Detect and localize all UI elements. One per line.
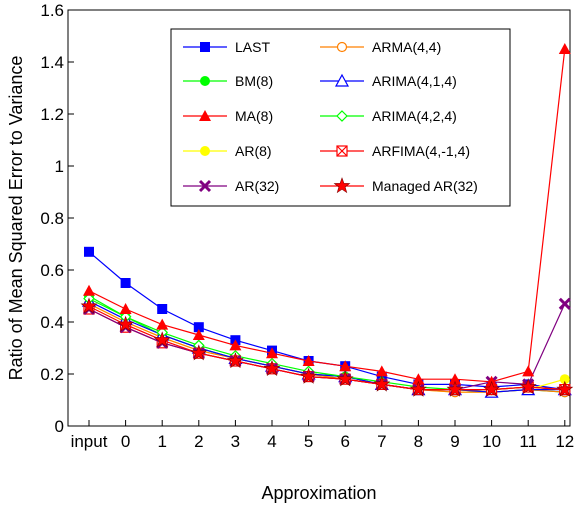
legend-label: LAST	[235, 39, 270, 55]
data-point	[190, 344, 208, 361]
series-layer	[80, 43, 574, 398]
y-tick-label: 0.8	[40, 209, 64, 228]
series-line	[88, 48, 566, 383]
data-point	[120, 278, 131, 288]
data-point	[375, 365, 388, 377]
legend-entry: Managed AR(32)	[320, 177, 478, 194]
legend: LAST BM(8) MA(8) AR(8) AR(32) ARMA(4,4) ARIMA(…	[183, 39, 478, 194]
data-point	[193, 322, 204, 333]
legend-entry: ARIMA(4,2,4)	[320, 108, 457, 124]
data-point	[558, 297, 571, 310]
y-axis: 0 0.2 0.4 0.6 0.8 1 1.2 1.4 1.6	[40, 1, 74, 436]
legend-label: ARIMA(4,1,4)	[372, 73, 457, 89]
legend-entry: LAST	[183, 39, 270, 55]
data-point	[119, 303, 132, 314]
y-tick-label: 0.6	[40, 261, 64, 280]
data-point	[157, 304, 168, 314]
legend-entry: AR(32)	[183, 178, 279, 194]
legend-entry: BM(8)	[183, 73, 273, 89]
data-point	[226, 352, 244, 369]
y-axis-title: Ratio of Mean Squared Error to Variance	[6, 56, 26, 381]
legend-label: ARIMA(4,2,4)	[372, 108, 457, 124]
data-point	[339, 360, 352, 372]
data-point	[263, 359, 281, 376]
x-tick-label: 9	[450, 432, 459, 451]
data-point	[229, 339, 242, 351]
x-tick-label: 1	[157, 432, 166, 451]
series-ma-8-	[83, 43, 571, 387]
x-tick-label: 0	[121, 432, 130, 451]
data-point	[192, 329, 205, 340]
legend-entry: MA(8)	[183, 108, 273, 124]
legend-entry: AR(8)	[183, 143, 272, 159]
legend-marker	[200, 76, 210, 86]
data-point	[336, 370, 354, 387]
data-point	[153, 331, 171, 348]
data-point	[522, 365, 535, 377]
legend-marker	[336, 41, 348, 53]
x-axis: input 0 1 2 3 4 5 6 7 8 9 10 11 12	[71, 420, 574, 451]
legend-marker	[333, 177, 351, 194]
legend-marker	[334, 73, 350, 87]
data-point	[446, 380, 464, 397]
data-point	[156, 318, 169, 330]
legend-marker	[336, 145, 348, 157]
legend-entry: ARMA(4,4)	[320, 39, 441, 55]
y-tick-label: 1.6	[40, 1, 64, 20]
y-tick-label: 1.2	[40, 105, 64, 124]
legend-entry: ARFIMA(4,-1,4)	[320, 143, 470, 159]
data-point	[483, 380, 501, 397]
series-line	[88, 305, 565, 391]
x-tick-label: 8	[414, 432, 423, 451]
legend-marker	[200, 146, 210, 156]
legend-marker	[198, 179, 212, 193]
x-tick-label: 2	[194, 432, 203, 451]
data-point	[373, 375, 391, 392]
legend-marker	[200, 42, 210, 52]
data-point	[80, 297, 98, 314]
x-tick-label: 6	[340, 432, 349, 451]
legend-entry: ARIMA(4,1,4)	[320, 73, 457, 89]
y-tick-label: 0	[55, 417, 64, 436]
x-tick-label: 11	[519, 432, 537, 451]
data-point	[449, 373, 461, 385]
data-point	[83, 284, 95, 296]
data-point	[556, 380, 574, 397]
data-point	[84, 246, 94, 257]
y-tick-label: 1	[55, 157, 64, 176]
y-tick-label: 0.2	[40, 365, 64, 384]
data-point	[266, 347, 278, 359]
legend-marker	[336, 110, 348, 122]
data-point	[519, 378, 537, 395]
series-line	[88, 300, 565, 393]
legend-label: AR(32)	[235, 178, 279, 194]
legend-label: AR(8)	[235, 143, 272, 159]
x-tick-label: 7	[377, 432, 386, 451]
y-tick-label: 0.4	[40, 313, 64, 332]
x-tick-label: 4	[267, 432, 276, 451]
data-point	[302, 355, 315, 366]
data-point	[558, 43, 571, 54]
legend-marker	[199, 110, 211, 121]
x-tick-label: input	[71, 432, 108, 451]
x-axis-title: Approximation	[261, 483, 376, 503]
data-point	[412, 373, 425, 385]
y-tick-label: 1.4	[40, 53, 64, 72]
legend-label: MA(8)	[235, 108, 273, 124]
series-managed-ar-32-	[80, 297, 574, 397]
data-point	[300, 367, 318, 384]
x-tick-label: 10	[482, 432, 501, 451]
legend-label: ARFIMA(4,-1,4)	[372, 143, 470, 159]
data-point	[409, 380, 427, 397]
data-point	[117, 315, 135, 332]
legend-label: BM(8)	[235, 73, 273, 89]
legend-label: ARMA(4,4)	[372, 39, 441, 55]
x-tick-label: 12	[555, 432, 574, 451]
legend-label: Managed AR(32)	[372, 178, 478, 194]
x-tick-label: 3	[231, 432, 240, 451]
data-point	[559, 374, 570, 385]
x-tick-label: 5	[304, 432, 313, 451]
